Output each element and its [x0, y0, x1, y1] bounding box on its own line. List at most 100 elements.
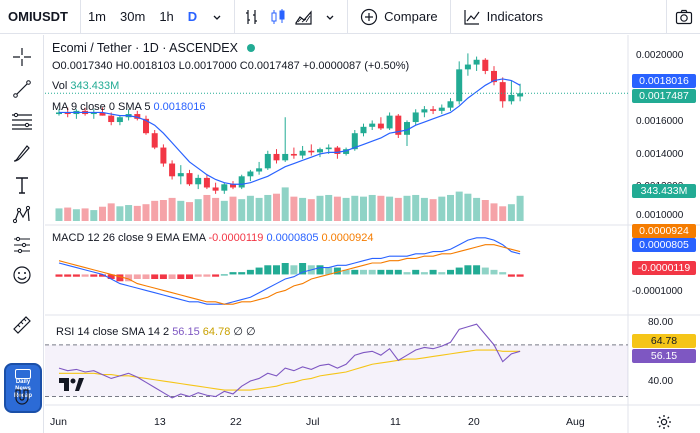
top-toolbar: OMIUSDT 1m 30m 1h D Compare Indicators [0, 0, 700, 34]
volume-bar [403, 195, 411, 221]
volume-bar [220, 200, 228, 221]
macd-hist-bar [368, 269, 376, 275]
candle-body [421, 109, 428, 113]
volume-bars [55, 187, 524, 221]
crosshair-icon[interactable] [7, 43, 37, 71]
volume-bar [90, 210, 98, 221]
area-chart-icon[interactable] [291, 0, 317, 34]
chart-canvas[interactable] [45, 35, 700, 433]
candle-body [360, 126, 367, 134]
volume-bar [499, 206, 507, 221]
x-tick: Jul [306, 416, 320, 428]
volume-bar [464, 193, 472, 221]
candle-body [473, 59, 480, 65]
horizontal-lines-icon[interactable] [7, 107, 37, 135]
compare-label: Compare [384, 9, 438, 24]
macd-hist-bar [299, 263, 307, 275]
symbol-search[interactable]: OMIUSDT [0, 0, 81, 34]
volume-bar [264, 194, 272, 221]
x-tick: Jun [50, 416, 67, 428]
macd-tag: 0.0000805 [632, 238, 696, 252]
macd-hist-bar [194, 274, 202, 277]
candles-icon[interactable] [265, 0, 291, 34]
prediction-icon[interactable] [7, 231, 37, 259]
macd-hist-bar [212, 274, 220, 277]
macd-hist-bar [229, 272, 237, 275]
timeframe-1h[interactable]: 1h [159, 9, 174, 24]
ma-label: MA 9 close 0 SMA 5 [52, 101, 151, 113]
macd-hist-bar [420, 272, 428, 275]
candle-body [282, 153, 289, 161]
volume-bar [238, 199, 246, 221]
volume-bar [481, 200, 489, 221]
rsi-line [58, 323, 521, 399]
volume-bar [177, 200, 185, 221]
trend-line-icon[interactable] [7, 75, 37, 103]
candle-body [264, 153, 271, 169]
rsi-band [45, 344, 628, 397]
candle-body [169, 163, 176, 177]
indicators-label: Indicators [486, 9, 544, 24]
bar-chart-icon[interactable] [239, 0, 265, 34]
candle-body [395, 115, 402, 135]
candle-body [151, 133, 158, 148]
volume-bar [360, 196, 367, 221]
candle-body [517, 93, 524, 97]
volume-bar [490, 203, 498, 221]
chevron-down-icon[interactable] [317, 0, 343, 34]
candle-body [377, 123, 384, 129]
indicators-button[interactable]: Indicators [455, 0, 551, 34]
candle-body [99, 112, 106, 116]
chevron-down-icon[interactable] [204, 0, 230, 34]
candle-body [160, 147, 167, 164]
candle-body [203, 177, 210, 188]
macd-hist-bar [273, 265, 280, 275]
candle-body [247, 171, 254, 177]
compare-button[interactable]: Compare [352, 0, 445, 34]
volume-bar [186, 202, 193, 221]
candle-body [369, 123, 376, 127]
candle-body [456, 69, 463, 102]
macd-hist-bar [412, 269, 420, 275]
pattern-icon[interactable] [7, 201, 37, 229]
volume-bar [116, 206, 124, 221]
ma-price-tag: 0.0018016 [632, 74, 696, 88]
macd-value-signal: 0.0000924 [321, 232, 374, 244]
ohlc-values: O0.0017340 H0.0018103 L0.0017000 C0.0017… [52, 60, 410, 72]
macd-line [58, 237, 521, 305]
ruler-icon[interactable] [7, 311, 37, 339]
badge-line-1: Daily [15, 379, 31, 385]
volume-bar [429, 199, 437, 221]
candle-body [186, 173, 193, 185]
macd-hist-bar [81, 274, 89, 277]
volume-bar [307, 199, 315, 221]
timeframe-30m[interactable]: 30m [120, 9, 146, 24]
volume-bar [333, 196, 341, 221]
timeframe-d[interactable]: D [187, 9, 198, 24]
volume-bar [316, 195, 324, 221]
rsi-extra: ∅ ∅ [233, 326, 256, 338]
candle-body [290, 153, 297, 156]
text-icon[interactable] [7, 171, 37, 199]
histogram-tag: -0.0000119 [632, 261, 696, 275]
macd-hist-bar [507, 274, 515, 277]
price-tick: 0.0010000 [636, 210, 684, 221]
magnet-icon[interactable] [7, 383, 37, 411]
macd-hist-bar [377, 269, 385, 275]
macd-hist-bar [386, 269, 394, 275]
macd-hist-bar [168, 274, 176, 279]
price-tick: 0.0016000 [636, 116, 684, 127]
camera-icon[interactable] [666, 0, 700, 34]
candle-body [334, 147, 341, 154]
macd-hist-bar [64, 274, 72, 277]
brush-icon[interactable] [7, 139, 37, 167]
timeframe-1m[interactable]: 1m [87, 9, 107, 24]
emoji-icon[interactable] [7, 261, 37, 289]
signal-tag: 0.0000924 [632, 224, 696, 238]
candle-body [447, 101, 454, 108]
settings-gear-icon[interactable] [656, 414, 672, 433]
macd-hist-bar [403, 272, 411, 275]
macd-hist-bar [72, 274, 80, 277]
volume-bar [394, 197, 402, 221]
volume-bar [99, 206, 106, 221]
